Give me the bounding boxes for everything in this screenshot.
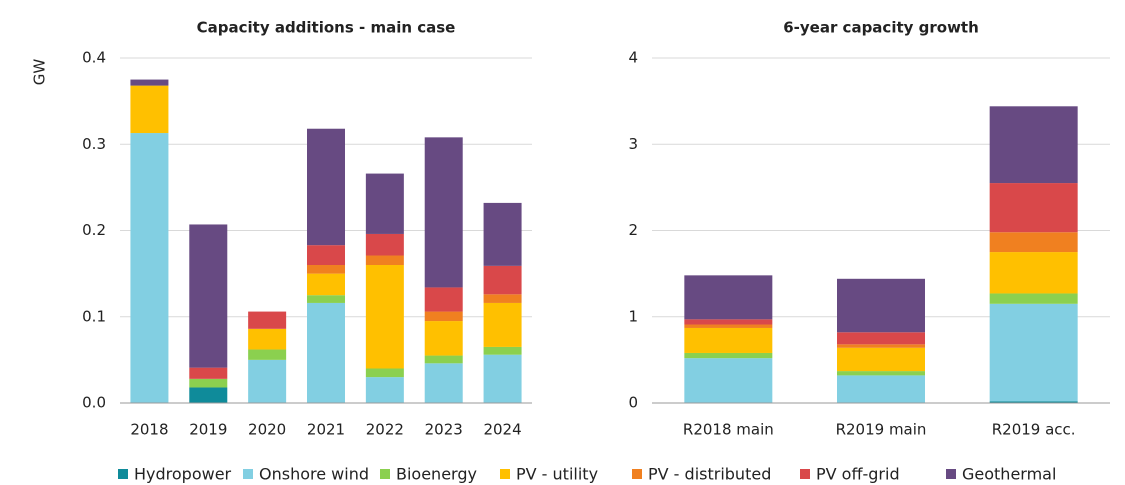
bar-segment	[365, 173, 404, 234]
y-tick-label: 0.3	[82, 135, 106, 153]
bar-segment	[837, 344, 925, 348]
x-tick-label: R2018 main	[683, 421, 774, 439]
bar-segment	[307, 295, 345, 303]
bar-segment	[189, 387, 228, 403]
legend-label: PV - distributed	[648, 465, 771, 484]
legend-swatch	[118, 469, 128, 479]
y-tick-label: 0.2	[82, 221, 106, 239]
bar-segment	[424, 287, 463, 312]
bar-segment	[365, 255, 404, 265]
bar-segment	[130, 85, 169, 134]
legend-swatch	[632, 469, 642, 479]
x-tick-label: R2019 main	[836, 421, 927, 439]
bar-segment	[424, 355, 463, 364]
bar-segment	[424, 363, 463, 403]
bar-segment	[989, 252, 1078, 294]
legend-swatch	[380, 469, 390, 479]
y-tick-label: 0.0	[82, 394, 106, 412]
y-tick-label: 3	[628, 135, 638, 153]
legend-label: Hydropower	[134, 465, 232, 484]
legend-label: PV off-grid	[816, 465, 900, 484]
bar-segment	[307, 265, 345, 274]
bar-segment	[483, 202, 522, 266]
x-tick-label: R2019 acc.	[992, 421, 1076, 439]
bar-segment	[483, 294, 522, 303]
bar-segment	[684, 327, 773, 353]
legend-swatch	[946, 469, 956, 479]
bar-segment	[989, 303, 1078, 402]
bar-segment	[189, 367, 228, 379]
bar-segment	[837, 371, 925, 376]
bar-segment	[837, 278, 925, 333]
y-tick-label: 0	[628, 394, 638, 412]
bar-segment	[989, 401, 1078, 403]
bar-segment	[989, 293, 1078, 304]
legend-label: PV - utility	[516, 465, 598, 484]
bar-segment	[365, 368, 404, 378]
bar-segment	[837, 375, 925, 403]
bar-segment	[307, 273, 345, 296]
bar-segment	[248, 328, 287, 350]
bar-segment	[684, 358, 773, 403]
bar-segment	[307, 245, 345, 265]
bar-segment	[248, 311, 287, 329]
bar-segment	[483, 265, 522, 295]
bar-segment	[483, 302, 522, 347]
bar-segment	[130, 79, 169, 86]
bar-segment	[130, 133, 169, 403]
bar-segment	[365, 233, 404, 256]
legend-swatch	[800, 469, 810, 479]
bar-segment	[989, 183, 1078, 233]
y-tick-label: 0.1	[82, 307, 106, 325]
y-tick-label: 4	[628, 49, 638, 67]
bar-segment	[684, 275, 773, 320]
bar-segment	[307, 302, 345, 403]
x-tick-label: 2020	[248, 421, 286, 439]
x-tick-label: 2019	[189, 421, 227, 439]
bar-segment	[483, 354, 522, 403]
bar-segment	[424, 321, 463, 356]
y-tick-label: 2	[628, 221, 638, 239]
x-tick-label: 2022	[366, 421, 404, 439]
bar-segment	[989, 106, 1078, 184]
bar-segment	[424, 311, 463, 322]
bar-segment	[248, 349, 287, 360]
chart-title: Capacity additions - main case	[197, 19, 456, 37]
bar-segment	[248, 359, 287, 403]
x-tick-label: 2018	[130, 421, 168, 439]
bar-segment	[989, 232, 1078, 253]
x-tick-label: 2024	[483, 421, 521, 439]
y-tick-label: 0.4	[82, 49, 106, 67]
legend-swatch	[500, 469, 510, 479]
bar-segment	[483, 346, 522, 355]
bar-segment	[424, 137, 463, 288]
chart-title: 6-year capacity growth	[783, 19, 979, 37]
x-tick-label: 2021	[307, 421, 345, 439]
bar-segment	[365, 265, 404, 369]
bar-segment	[189, 378, 228, 388]
bar-segment	[307, 128, 345, 246]
legend-label: Geothermal	[962, 465, 1056, 484]
y-axis-label: GW	[31, 59, 49, 86]
bar-segment	[684, 324, 773, 328]
bar-segment	[365, 377, 404, 403]
legend-label: Onshore wind	[259, 465, 369, 484]
y-tick-label: 1	[628, 307, 638, 325]
legend-label: Bioenergy	[396, 465, 477, 484]
bar-segment	[837, 347, 925, 372]
bar-segment	[189, 224, 228, 368]
bar-segment	[684, 319, 773, 325]
bar-segment	[837, 332, 925, 345]
legend-swatch	[243, 469, 253, 479]
x-tick-label: 2023	[425, 421, 463, 439]
bar-segment	[684, 352, 773, 359]
